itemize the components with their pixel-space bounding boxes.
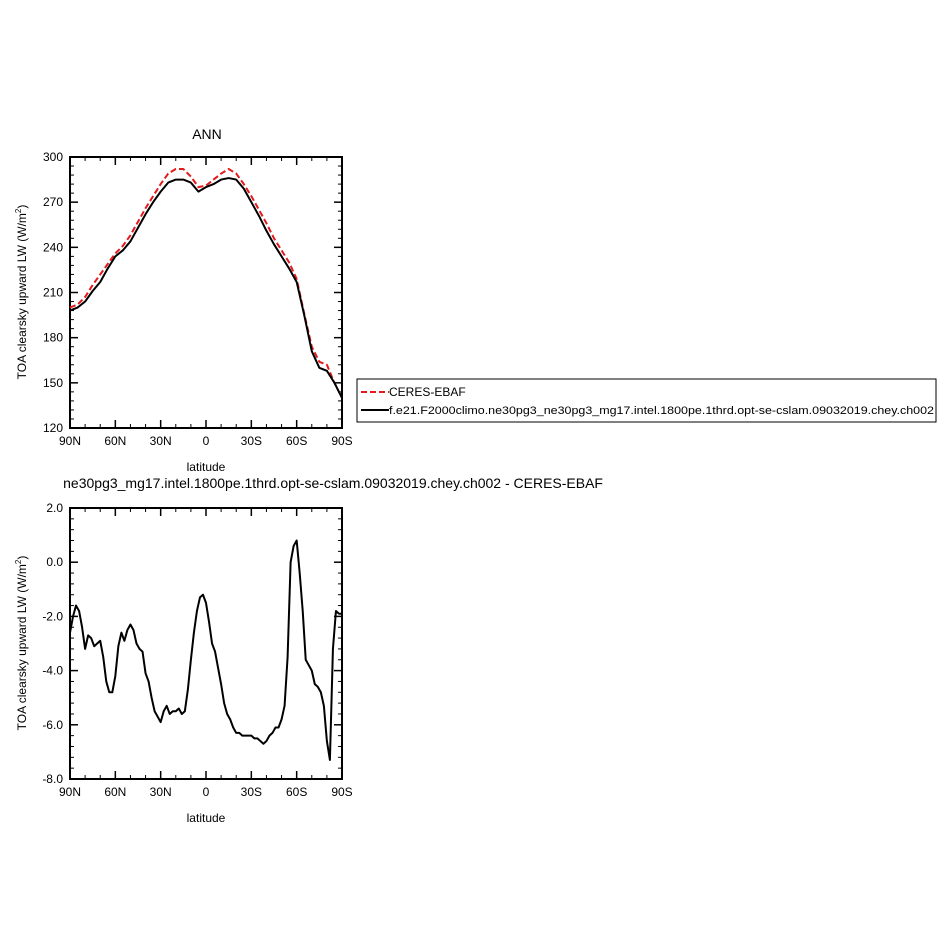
top-y-tick-label: 300 <box>43 150 63 164</box>
top-chart-title: ANN <box>192 126 222 142</box>
top-y-tick-label: 180 <box>43 331 63 345</box>
top-y-tick-label: 120 <box>43 421 63 435</box>
bottom-x-tick-label: 30S <box>241 785 262 799</box>
bottom-y-tick-label: -2.0 <box>42 609 63 623</box>
bottom-y-tick-label: -8.0 <box>42 772 63 786</box>
top-x-tick-labels: 90N 60N 30N 0 30S 60S 90S <box>59 434 353 448</box>
bottom-x-tick-label: 0 <box>203 785 210 799</box>
top-y-axis-label-main: TOA clearsky upward LW (W/m <box>15 213 29 379</box>
top-plot-frame <box>69 156 343 429</box>
legend: CERES-EBAF f.e21.F2000climo.ne30pg3_ne30… <box>356 378 937 423</box>
top-x-tick-label: 0 <box>203 434 210 448</box>
top-x-tick-label: 60N <box>104 434 126 448</box>
legend-label-model: f.e21.F2000climo.ne30pg3_ne30pg3_mg17.in… <box>389 405 934 417</box>
top-y-tick-label: 270 <box>43 195 63 209</box>
top-panel: ANN 90N 60N 30N 0 30S 60S 90S 120 150 180 210 240 2… <box>14 126 353 474</box>
top-x-tick-label: 90S <box>331 434 352 448</box>
bottom-x-tick-label: 90N <box>59 785 81 799</box>
bottom-x-tick-label: 60N <box>104 785 126 799</box>
top-series-line-1 <box>69 177 343 399</box>
top-series-line-0 <box>69 168 343 399</box>
bottom-chart-title: ne30pg3_mg17.intel.1800pe.1thrd.opt-se-c… <box>63 475 603 491</box>
bottom-x-tick-label: 90S <box>331 785 352 799</box>
bottom-axis-ticks <box>69 507 343 780</box>
top-y-tick-label: 210 <box>43 286 63 300</box>
bottom-y-tick-labels: -8.0 -6.0 -4.0 -2.0 0.0 2.0 <box>42 501 63 786</box>
top-x-tick-label: 60S <box>286 434 307 448</box>
legend-box <box>356 378 937 423</box>
bottom-plot-frame <box>69 507 343 780</box>
bottom-x-tick-label: 60S <box>286 785 307 799</box>
bottom-y-tick-label: 0.0 <box>46 555 63 569</box>
bottom-y-axis-label-end: ) <box>15 556 29 560</box>
top-y-tick-label: 240 <box>43 240 63 254</box>
legend-label-ceres: CERES-EBAF <box>389 385 466 399</box>
top-y-tick-labels: 120 150 180 210 240 270 300 <box>43 150 63 435</box>
bottom-y-axis-label-sup: 2 <box>14 559 23 564</box>
top-axis-ticks <box>69 156 343 429</box>
top-series-lines <box>69 168 343 399</box>
bottom-y-tick-label: 2.0 <box>46 501 63 515</box>
bottom-series-line-0 <box>69 539 342 762</box>
top-x-tick-label: 30S <box>241 434 262 448</box>
top-y-axis-label: TOA clearsky upward LW (W/m2) <box>14 205 29 380</box>
bottom-x-tick-label: 30N <box>150 785 172 799</box>
top-y-axis-label-end: ) <box>15 205 29 209</box>
bottom-panel: ne30pg3_mg17.intel.1800pe.1thrd.opt-se-c… <box>14 475 603 825</box>
bottom-x-tick-labels: 90N 60N 30N 0 30S 60S 90S <box>59 785 353 799</box>
top-x-tick-label: 30N <box>150 434 172 448</box>
bottom-y-axis-label-main: TOA clearsky upward LW (W/m <box>15 564 29 730</box>
bottom-series-lines <box>69 539 342 762</box>
top-x-axis-label: latitude <box>187 460 226 474</box>
top-y-axis-label-sup: 2 <box>14 208 23 213</box>
bottom-y-tick-label: -6.0 <box>42 718 63 732</box>
top-y-tick-label: 150 <box>43 376 63 390</box>
bottom-x-axis-label: latitude <box>187 811 226 825</box>
bottom-y-tick-label: -4.0 <box>42 664 63 678</box>
bottom-y-axis-label: TOA clearsky upward LW (W/m2) <box>14 556 29 731</box>
top-x-tick-label: 90N <box>59 434 81 448</box>
